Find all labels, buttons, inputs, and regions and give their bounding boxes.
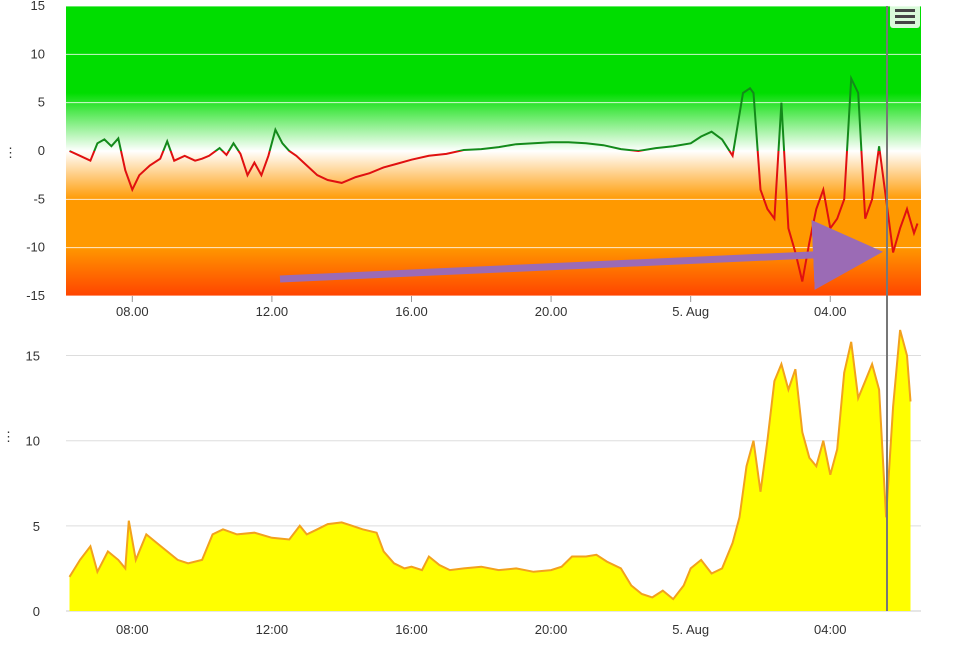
y-tick-label: -10 xyxy=(26,240,45,255)
series-area-fill xyxy=(69,330,911,611)
x-tick-label: 20.00 xyxy=(535,304,568,319)
bottom-y-axis: 15 10 5 0 xyxy=(26,349,40,619)
y-tick-label: 15 xyxy=(31,0,45,13)
top-line-chart: 15 10 5 0 -5 -10 -15 08.00 12.00 16.00 20.00 5. Au… xyxy=(4,0,921,319)
bottom-x-axis: 08:00 12:00 16:00 20:00 5. Aug 04:00 xyxy=(66,610,921,637)
x-tick-label: 20:00 xyxy=(535,622,568,637)
hamburger-menu-icon xyxy=(895,8,915,12)
x-tick-label: 5. Aug xyxy=(672,304,709,319)
x-tick-label: 08.00 xyxy=(116,304,149,319)
y-tick-label: 10 xyxy=(31,46,45,61)
bottom-area-chart: 15 10 5 0 08:00 12:00 16:00 20:00 5. Aug 04:00 ⋮ xyxy=(2,329,921,637)
x-tick-label: 04:00 xyxy=(814,622,847,637)
y-tick-label: 0 xyxy=(38,143,45,158)
y-tick-label: 15 xyxy=(26,349,40,364)
x-tick-label: 12:00 xyxy=(256,622,289,637)
top-x-axis: 08.00 12.00 16.00 20.00 5. Aug 04.00 xyxy=(116,296,847,319)
x-tick-label: 12.00 xyxy=(256,304,289,319)
bottom-y-axis-dots: ⋮ xyxy=(2,429,15,444)
x-tick-label: 16:00 xyxy=(395,622,428,637)
y-tick-label: 10 xyxy=(26,434,40,449)
top-y-axis: 15 10 5 0 -5 -10 -15 xyxy=(26,0,45,303)
top-gridlines xyxy=(66,5,921,297)
y-tick-label: 5 xyxy=(38,95,45,110)
y-tick-label: 0 xyxy=(33,604,40,619)
y-tick-label: 5 xyxy=(33,519,40,534)
x-tick-label: 16.00 xyxy=(395,304,428,319)
y-tick-label: -5 xyxy=(33,191,45,206)
x-tick-label: 08:00 xyxy=(116,622,149,637)
x-tick-label: 5. Aug xyxy=(672,622,709,637)
y-tick-label: -15 xyxy=(26,288,45,303)
top-y-axis-dots: ⋮ xyxy=(4,145,17,160)
trend-arrow xyxy=(279,219,883,290)
x-tick-label: 04.00 xyxy=(814,304,847,319)
series-line-positive xyxy=(69,74,881,151)
series-area-line xyxy=(68,329,912,601)
chart-menu-button[interactable] xyxy=(890,4,920,28)
series-line-negative xyxy=(69,151,919,282)
